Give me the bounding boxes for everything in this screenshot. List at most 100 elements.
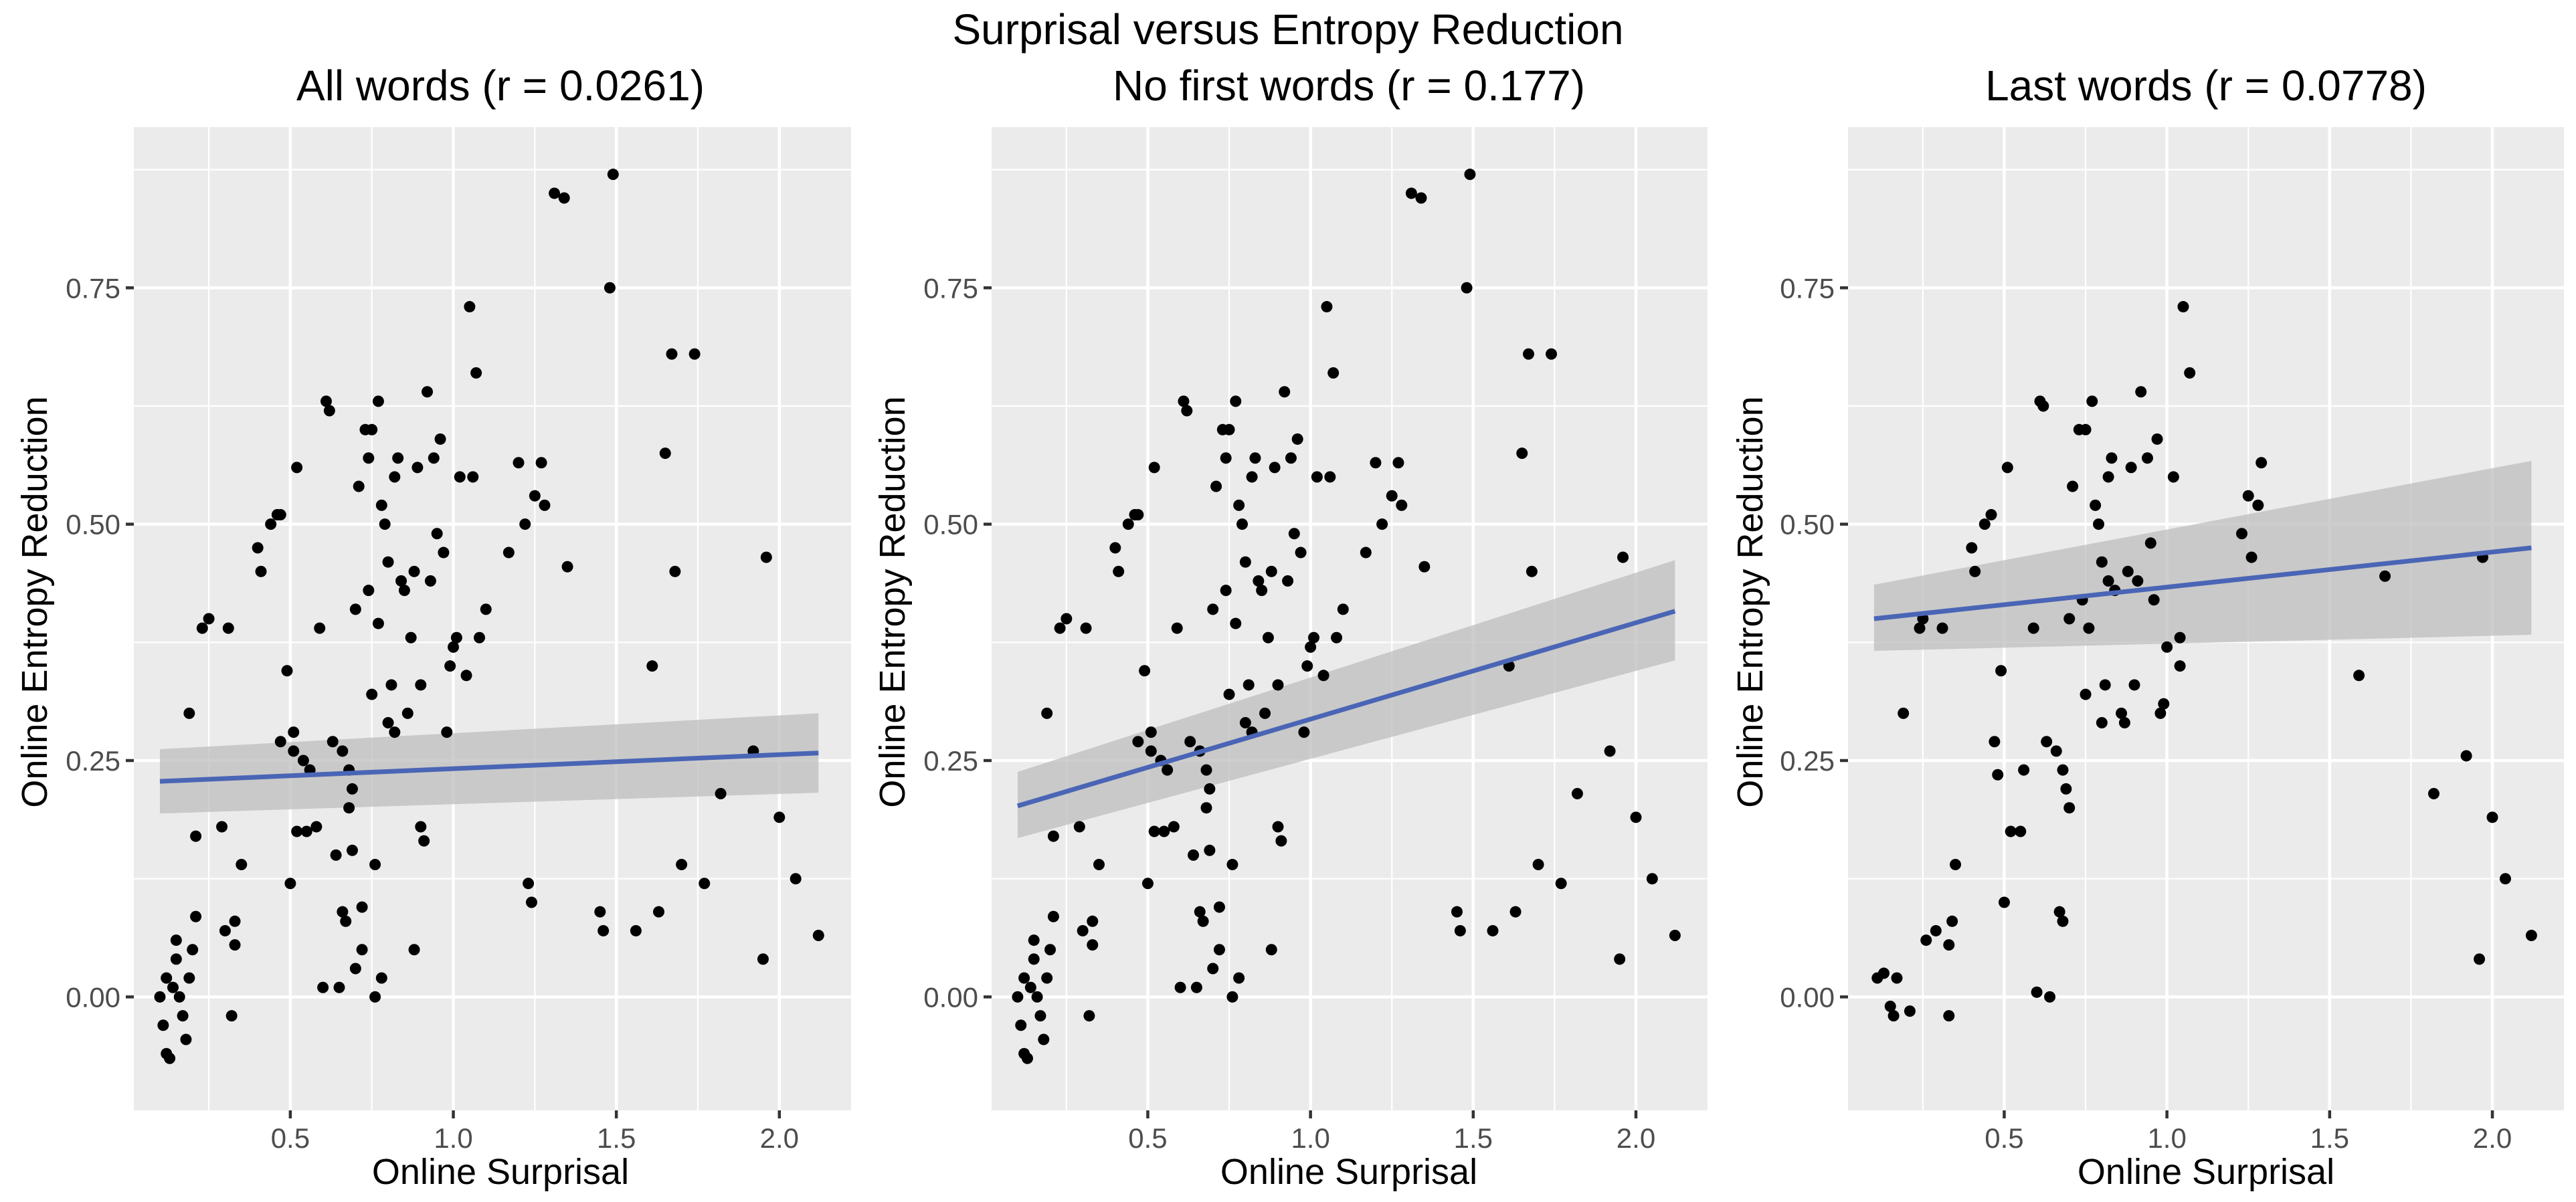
data-point xyxy=(676,859,688,870)
data-point xyxy=(1024,981,1036,993)
y-tick-label: 0.00 xyxy=(66,981,120,1013)
confidence-band xyxy=(159,713,819,814)
panel-title: Last words (r = 0.0778) xyxy=(1985,62,2427,110)
data-point xyxy=(1087,915,1099,927)
data-point xyxy=(2080,688,2092,700)
data-point xyxy=(1044,944,1056,956)
data-point xyxy=(1249,452,1261,464)
data-point xyxy=(558,192,570,204)
x-tick-label: 2.0 xyxy=(1617,1122,1655,1154)
data-point xyxy=(2037,400,2049,412)
data-point xyxy=(2427,787,2440,799)
data-point xyxy=(434,433,446,445)
data-point xyxy=(1083,1010,1095,1022)
data-point xyxy=(1132,736,1144,748)
data-point xyxy=(1148,825,1160,837)
data-point xyxy=(2148,594,2160,606)
data-point xyxy=(1888,1010,1900,1022)
data-point xyxy=(773,811,786,823)
data-point xyxy=(2018,764,2030,776)
x-tick-label: 0.5 xyxy=(1985,1122,2023,1154)
data-point xyxy=(2144,537,2156,549)
data-point xyxy=(594,906,606,918)
data-point xyxy=(1950,859,1961,870)
data-point xyxy=(1204,783,1216,795)
data-point xyxy=(1028,953,1040,965)
data-point xyxy=(180,1033,192,1045)
data-point xyxy=(2083,622,2095,634)
data-point xyxy=(1376,518,1388,530)
data-point xyxy=(265,518,277,530)
data-point xyxy=(1305,641,1317,653)
data-point xyxy=(1291,433,1303,445)
x-tick-label: 0.5 xyxy=(271,1122,310,1154)
data-point xyxy=(405,631,417,643)
data-point xyxy=(375,499,387,511)
data-point xyxy=(415,821,427,833)
y-axis-title: Online Entropy Reduction xyxy=(1730,396,1770,807)
data-point xyxy=(343,802,355,814)
data-point xyxy=(1158,825,1170,837)
data-point xyxy=(2027,622,2039,634)
data-point xyxy=(2158,698,2170,710)
data-point xyxy=(392,452,404,464)
data-point xyxy=(464,301,476,313)
x-tick-label: 1.0 xyxy=(2147,1122,2186,1154)
data-point xyxy=(1360,546,1372,559)
data-point xyxy=(474,631,486,643)
data-point xyxy=(1298,726,1310,738)
data-point xyxy=(438,546,450,559)
data-point xyxy=(1171,622,1183,634)
data-point xyxy=(1188,849,1200,861)
data-point xyxy=(1604,745,1616,757)
data-point xyxy=(1386,490,1398,502)
data-point xyxy=(1891,972,1903,984)
data-point xyxy=(1148,462,1160,474)
panel-all-words: All words (r = 0.0261) 0.5 1.0 1.5 2.00.000… xyxy=(15,62,851,1192)
x-axis-title: Online Surprisal xyxy=(1220,1152,1477,1192)
x-tick-label: 1.5 xyxy=(2310,1122,2349,1154)
data-point xyxy=(320,395,332,407)
data-point xyxy=(1337,603,1349,615)
data-point xyxy=(411,462,424,474)
data-point xyxy=(1220,452,1232,464)
data-point xyxy=(1454,924,1466,936)
data-point xyxy=(288,745,300,757)
data-point xyxy=(1415,192,1427,204)
panel-no-first-words: No first words (r = 0.177) 0.5 1.0 1.5 2.00… xyxy=(872,62,1708,1192)
data-point xyxy=(1930,924,1942,936)
data-point xyxy=(2474,953,2486,965)
data-point xyxy=(170,934,182,946)
data-point xyxy=(597,924,610,936)
data-point xyxy=(177,1010,189,1022)
data-point xyxy=(2135,386,2147,398)
data-point xyxy=(349,603,361,615)
data-point xyxy=(1200,764,1212,776)
data-point xyxy=(2242,490,2254,502)
data-point xyxy=(1936,622,1948,634)
data-point xyxy=(1272,821,1284,833)
data-point xyxy=(408,944,420,956)
data-point xyxy=(1226,859,1238,870)
data-point xyxy=(418,835,430,847)
data-point xyxy=(1230,617,1242,629)
data-point xyxy=(1295,546,1307,559)
data-point xyxy=(1239,716,1251,728)
data-point xyxy=(173,991,185,1003)
data-point xyxy=(291,462,303,474)
y-tick-label: 0.75 xyxy=(923,272,978,304)
y-tick-label: 0.75 xyxy=(66,272,120,304)
data-point xyxy=(1995,665,2007,677)
data-point xyxy=(444,660,456,672)
data-point xyxy=(1213,944,1225,956)
data-point xyxy=(2141,452,2153,464)
data-point xyxy=(274,736,286,748)
data-point xyxy=(2060,783,2072,795)
data-point xyxy=(607,169,619,181)
panel-title: No first words (r = 0.177) xyxy=(1113,62,1585,110)
plot-area xyxy=(992,127,1708,1110)
data-point xyxy=(688,348,701,360)
data-point xyxy=(229,939,241,951)
data-point xyxy=(669,565,681,577)
data-point xyxy=(379,518,391,530)
